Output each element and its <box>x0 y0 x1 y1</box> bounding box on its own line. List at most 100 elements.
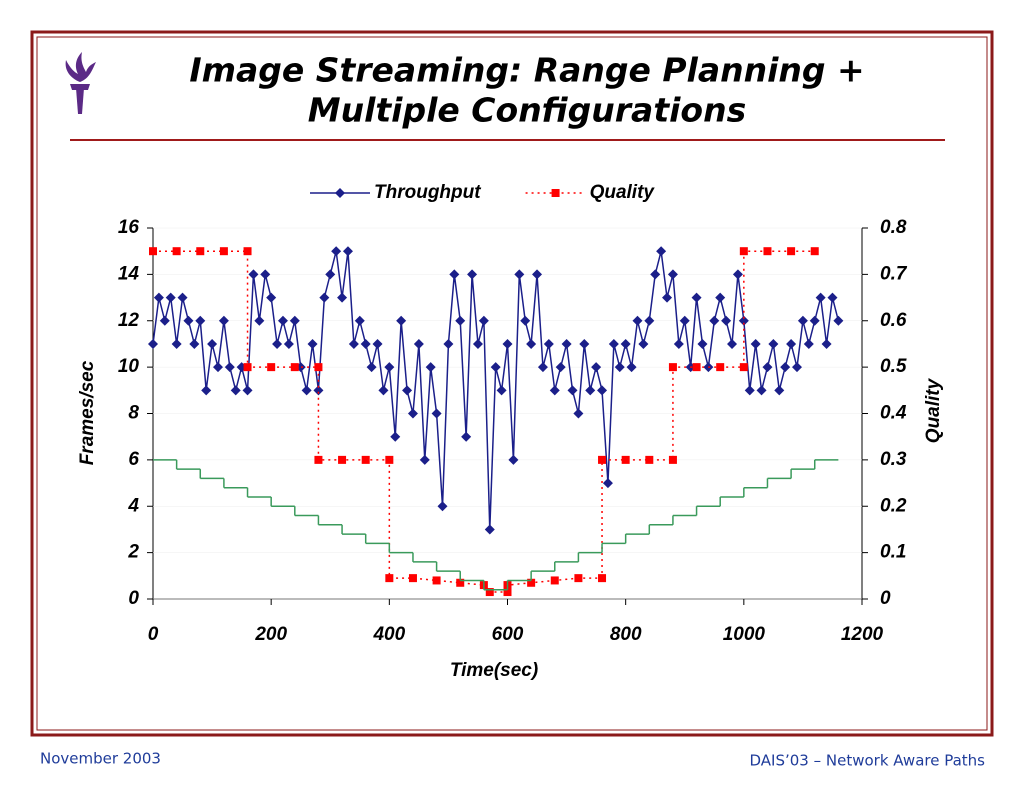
data-point <box>780 362 791 373</box>
data-point <box>697 338 708 349</box>
data-point <box>218 315 229 326</box>
data-point <box>792 362 803 373</box>
x-axis-label: Time(sec) <box>450 660 538 681</box>
footer-right: DAIS’03 – Network Aware Paths <box>750 752 986 770</box>
data-point <box>756 385 767 396</box>
data-point <box>456 578 465 587</box>
y2-axis-label: Quality <box>923 377 944 443</box>
data-point <box>667 269 678 280</box>
data-point <box>432 576 441 585</box>
data-point <box>408 574 417 583</box>
data-point <box>526 338 537 349</box>
legend-marker <box>335 188 345 198</box>
data-point <box>608 338 619 349</box>
data-point <box>527 578 536 587</box>
data-point <box>431 408 442 419</box>
data-point <box>727 338 738 349</box>
logo <box>65 52 96 114</box>
data-point <box>153 292 164 303</box>
data-point <box>314 363 323 372</box>
data-point <box>484 524 495 535</box>
data-point <box>390 431 401 442</box>
data-point <box>172 247 181 256</box>
x-tick-label: 1200 <box>841 624 884 645</box>
title-line: Multiple Configurations <box>308 91 746 130</box>
data-point <box>585 385 596 396</box>
data-point <box>827 292 838 303</box>
data-point <box>272 338 283 349</box>
data-point <box>632 315 643 326</box>
data-point <box>407 408 418 419</box>
data-point <box>242 385 253 396</box>
y2-tick-label: 0.3 <box>880 449 907 470</box>
data-point <box>620 338 631 349</box>
data-point <box>815 292 826 303</box>
data-point <box>739 363 748 372</box>
data-point <box>385 455 394 464</box>
data-point <box>549 385 560 396</box>
data-point <box>567 385 578 396</box>
data-point <box>307 338 318 349</box>
data-point <box>243 247 252 256</box>
y-tick-label: 16 <box>118 217 140 238</box>
series-line <box>152 251 840 530</box>
data-point <box>478 315 489 326</box>
data-point <box>679 315 690 326</box>
data-point <box>385 574 394 583</box>
data-point <box>602 478 613 489</box>
data-point <box>437 501 448 512</box>
y2-tick-label: 0.1 <box>880 542 906 563</box>
legend-label: Throughput <box>374 182 481 203</box>
data-point <box>219 247 228 256</box>
data-point <box>786 338 797 349</box>
data-point <box>372 338 383 349</box>
y-tick-label: 8 <box>128 403 139 424</box>
data-point <box>314 455 323 464</box>
y-tick-label: 10 <box>118 356 140 377</box>
data-point <box>809 315 820 326</box>
y2-tick-label: 0.2 <box>880 495 907 516</box>
y-tick-label: 0 <box>128 588 139 609</box>
data-point <box>396 315 407 326</box>
data-point <box>537 362 548 373</box>
x-tick-label: 1000 <box>723 624 766 645</box>
data-point <box>787 247 796 256</box>
data-point <box>502 338 513 349</box>
data-point <box>744 385 755 396</box>
data-point <box>721 315 732 326</box>
data-point <box>267 363 276 372</box>
data-point <box>768 338 779 349</box>
data-point <box>277 315 288 326</box>
data-point <box>196 247 205 256</box>
y-tick-label: 14 <box>118 263 140 284</box>
data-point <box>171 338 182 349</box>
data-point <box>331 246 342 257</box>
data-point <box>201 385 212 396</box>
data-point <box>668 363 677 372</box>
data-point <box>378 385 389 396</box>
data-point <box>485 588 494 597</box>
data-point <box>195 315 206 326</box>
data-point <box>579 338 590 349</box>
data-point <box>490 362 501 373</box>
x-tick-label: 400 <box>372 624 405 645</box>
data-point <box>301 385 312 396</box>
data-point <box>207 338 218 349</box>
data-point <box>532 269 543 280</box>
data-point <box>325 269 336 280</box>
y-axis-label: Frames/sec <box>77 360 98 465</box>
x-tick-label: 600 <box>492 624 524 645</box>
y-tick-label: 4 <box>127 495 139 516</box>
data-point <box>574 574 583 583</box>
data-point <box>313 385 324 396</box>
x-tick-label: 200 <box>254 624 287 645</box>
data-point <box>467 269 478 280</box>
data-point <box>425 362 436 373</box>
y-tick-label: 6 <box>128 449 139 470</box>
data-point <box>598 574 607 583</box>
data-point <box>520 315 531 326</box>
x-tick-label: 0 <box>148 624 159 645</box>
y2-tick-label: 0.6 <box>880 310 907 331</box>
